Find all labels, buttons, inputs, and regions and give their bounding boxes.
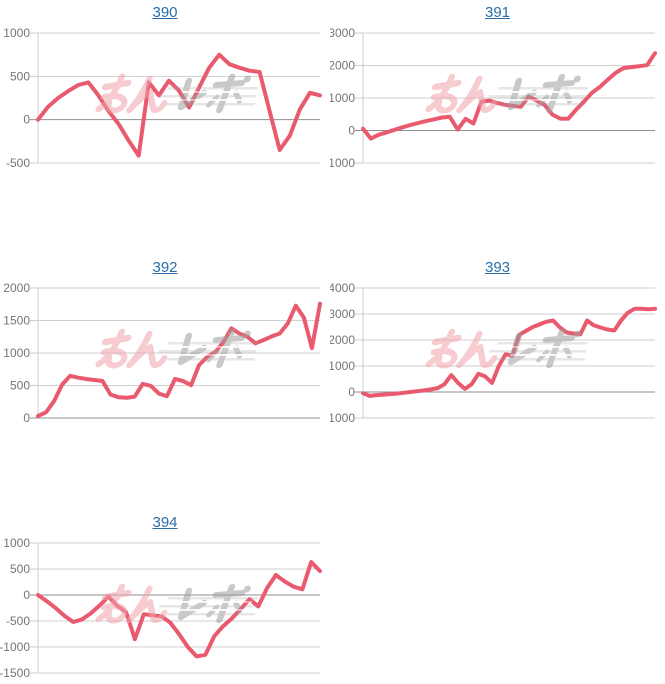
y-axis-tick-label: -1000 (0, 640, 30, 654)
y-axis-tick-label: 0 (23, 588, 30, 602)
chart-394: 394 1000 500 0 -500 -1000 -1500 (0, 510, 330, 684)
chart-plot-392: 2000 1500 1000 500 0 (3, 281, 322, 425)
y-axis-tick-label: 1000 (3, 536, 30, 550)
minrepo-watermark-logo (95, 328, 259, 369)
minrepo-watermark-logo (95, 73, 259, 114)
series-line (36, 560, 322, 659)
chart-plot-393: 4000 3000 2000 1000 0 -1000 (330, 281, 657, 425)
y-axis-tick-label: 1000 (3, 346, 30, 360)
chart-title-link-390[interactable]: 390 (152, 4, 178, 21)
y-axis-tick-label: 2000 (330, 59, 355, 73)
y-axis-tick-label: 500 (10, 69, 30, 83)
series-line (36, 301, 322, 419)
minrepo-watermark-logo (425, 328, 589, 369)
y-axis-tick-label: 1000 (330, 91, 355, 105)
chart-393: 393 4000 3000 2000 1000 0 -1000 (330, 255, 665, 455)
y-axis-tick-label: 500 (10, 379, 30, 393)
series-line (36, 52, 322, 158)
y-axis-tick-label: -500 (6, 156, 30, 170)
y-axis-tick-label: 2000 (330, 333, 355, 347)
minrepo-watermark-logo (95, 583, 259, 624)
chart-plot-394: 1000 500 0 -500 -1000 -1500 (0, 536, 322, 680)
y-axis-tick-label: 0 (348, 385, 355, 399)
y-axis-tick-label: 3000 (330, 307, 355, 321)
chart-title-link-391[interactable]: 391 (484, 4, 511, 21)
minrepo-watermark-logo (425, 73, 589, 114)
chart-392: 392 2000 1500 1000 500 0 (0, 255, 330, 455)
y-axis-tick-label: -1000 (330, 411, 355, 425)
y-axis-tick-label: 0 (23, 411, 30, 425)
y-axis-tick-label: -1500 (0, 666, 30, 680)
y-axis-tick-label: 4000 (330, 281, 355, 295)
chart-title-link-394[interactable]: 394 (152, 514, 178, 531)
y-axis-tick-label: 0 (348, 124, 355, 138)
y-axis-tick-label: 3000 (330, 26, 355, 40)
y-axis-tick-label: -500 (6, 614, 30, 628)
chart-title-link-392[interactable]: 392 (152, 259, 178, 276)
chart-title-link-393[interactable]: 393 (484, 259, 511, 276)
y-axis-tick-label: 0 (23, 113, 30, 127)
chart-390: 390 1000 500 0 -500 (0, 0, 330, 200)
y-axis-tick-label: 1000 (3, 26, 30, 40)
chart-plot-390: 1000 500 0 -500 (3, 26, 322, 170)
y-axis-tick-label: 500 (10, 562, 30, 576)
y-axis-tick-label: 2000 (3, 281, 30, 295)
y-axis-tick-label: -1000 (330, 156, 355, 170)
series-line (361, 306, 657, 398)
y-axis-tick-label: 1000 (330, 359, 355, 373)
chart-391: 391 3000 2000 1000 0 -1000 (330, 0, 665, 200)
y-axis-tick-label: 1500 (3, 314, 30, 328)
chart-plot-391: 3000 2000 1000 0 -1000 (330, 26, 657, 170)
